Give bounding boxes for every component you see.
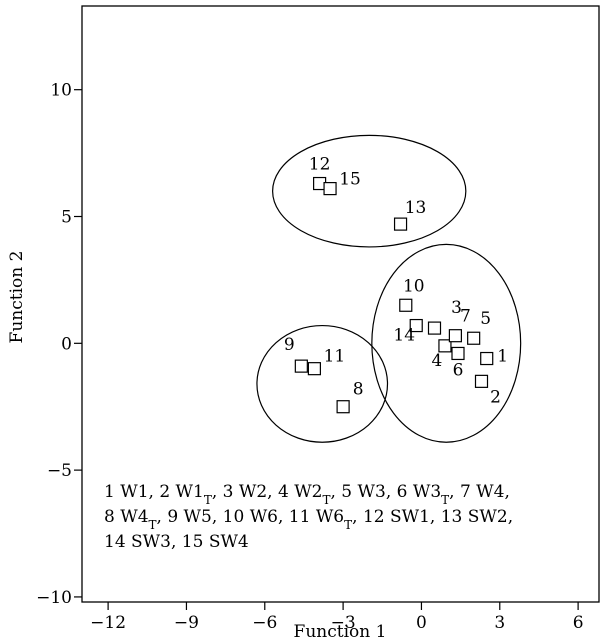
x-tick-label: 0 [416,613,427,633]
cluster-ellipses [256,134,522,443]
point-label-3: 3 [451,298,462,318]
y-axis-ticks: −10 −5 0 5 10 [36,81,82,608]
point-marker-7 [448,329,462,343]
cluster-ellipse-2 [256,324,389,443]
point-marker-1 [480,351,494,366]
y-tick-label: −5 [47,461,72,481]
point-marker-14 [409,318,423,333]
point-marker-4 [438,339,452,353]
point-marker-8 [336,400,350,414]
x-tick-label: −9 [174,613,199,633]
cluster-ellipse-3 [371,243,522,443]
x-tick-label: −6 [252,613,277,633]
point-label-15: 15 [339,170,361,190]
data-points [294,176,494,414]
x-tick-label: 6 [573,613,584,633]
plot-frame [81,5,600,603]
point-label-5: 5 [480,309,491,329]
point-label-11: 11 [324,347,346,367]
point-label-9: 9 [284,335,295,355]
point-marker-13 [393,217,408,231]
y-tick-label: −10 [36,588,72,608]
x-axis-ticks: −12 −9 −6 −3 0 3 6 [90,602,584,633]
point-label-12: 12 [309,155,331,175]
point-label-14: 14 [393,326,415,346]
point-marker-2 [474,374,489,388]
y-tick-label: 0 [61,334,72,354]
point-label-7: 7 [460,307,471,327]
legend-line-2: 8 W4T, 9 W5, 10 W6, 11 W6T, 12 SW1, 13 S… [104,507,513,532]
y-axis-label: Function 2 [7,251,27,344]
legend: 1 W1, 2 W1T, 3 W2, 4 W2T, 5 W3, 6 W3T, 7… [104,482,513,552]
y-tick-label: 10 [50,81,72,101]
point-marker-10 [399,298,413,312]
point-marker-6 [451,346,465,361]
point-marker-11 [307,362,321,376]
point-marker-5 [467,331,481,345]
x-tick-label: −12 [90,613,126,633]
point-marker-9 [294,359,308,373]
y-tick-label: 5 [61,208,72,228]
point-label-6: 6 [453,360,464,380]
point-label-1: 1 [497,347,508,367]
x-axis-label: Function 1 [294,622,387,642]
point-label-2: 2 [490,387,501,407]
point-label-8: 8 [353,380,364,400]
point-label-10: 10 [403,276,425,296]
point-marker-3 [427,321,442,335]
point-label-13: 13 [405,198,427,218]
point-marker-15 [323,182,337,196]
x-tick-label: −3 [331,613,356,633]
cluster-ellipse-1 [272,134,467,248]
point-label-4: 4 [432,351,443,371]
legend-line-1: 1 W1, 2 W1T, 3 W2, 4 W2T, 5 W3, 6 W3T, 7… [104,482,510,507]
x-tick-label: 3 [494,613,505,633]
legend-line-3: 14 SW3, 15 SW4 [104,532,249,552]
